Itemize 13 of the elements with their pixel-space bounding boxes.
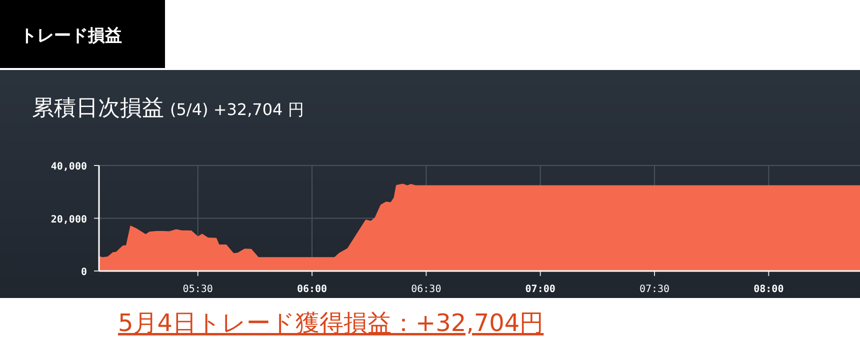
x-tick-label: 05:30 [182,284,213,295]
x-tick-label: 08:00 [754,284,784,295]
x-tick-label: 07:30 [639,284,670,295]
text: 5月4日トレード獲得損益：+32,704円 [118,309,544,337]
y-tick-label: 40,000 [50,162,87,172]
x-tick-label: 06:30 [411,284,442,295]
x-tick-label: 07:00 [525,284,556,295]
chart-title: 累積日次損益 [32,96,164,121]
text: トレード損益 [20,26,122,46]
y-tick-label: 20,000 [50,214,87,226]
x-tick-label: 06:00 [296,284,328,295]
y-tick-label: 0 [80,267,87,278]
chart-subtitle: (5/4) +32,704 円 [170,100,304,119]
